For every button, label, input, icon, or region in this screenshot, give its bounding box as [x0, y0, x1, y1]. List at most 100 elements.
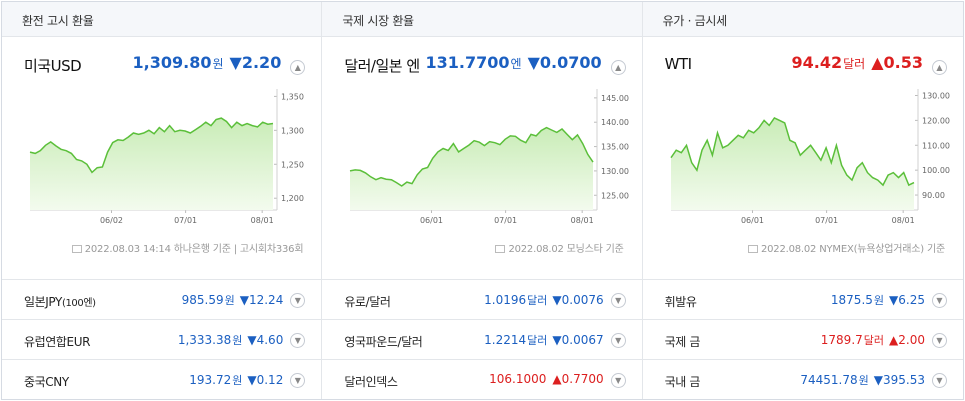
- item-value-unit: 원: [873, 294, 885, 307]
- item-value-unit: 원: [224, 294, 235, 307]
- source-text: 2022.08.02 NYMEX(뉴욕상업거래소) 기준: [760, 244, 945, 255]
- chevron-down-icon[interactable]: ▼: [290, 373, 306, 388]
- x-tick-label: 07/01: [815, 216, 838, 225]
- y-tick-label: 1,250: [281, 160, 304, 169]
- main-value-number: 1,309.80: [132, 53, 212, 72]
- item-name-text: 휘발유: [664, 295, 697, 309]
- rate-list: 휘발유 1875.5 원 ▼6.25 ▼ 국제 금 1789.7 달러 ▲2.00 ▼ 국내 금…: [642, 279, 963, 400]
- chevron-down-icon[interactable]: ▼: [290, 293, 306, 308]
- y-tick-label: 110.00: [922, 141, 950, 150]
- chevron-down-icon[interactable]: ▼: [610, 293, 626, 308]
- item-name[interactable]: 영국파운드/달러: [344, 333, 423, 350]
- main-value-unit: 달러: [843, 57, 866, 71]
- chevron-up-icon[interactable]: ▲: [290, 60, 306, 75]
- item-name[interactable]: 유럽연합EUR: [24, 333, 90, 350]
- rate-chart: 130.00 120.00 110.00 100.00 90.00 06/01 07/01 0…: [670, 89, 950, 225]
- item-name[interactable]: 유로/달러: [344, 293, 391, 310]
- main-item-value: 94.42 달러 ▲0.53: [791, 53, 923, 72]
- chevron-down-icon[interactable]: ▼: [931, 293, 947, 308]
- list-item[interactable]: 국내 금 74451.78 원 ▼395.53 ▼: [643, 360, 963, 400]
- main-panel: WTI 94.42 달러 ▲0.53 ▲ 130.00 120.00 110.00 1…: [643, 37, 963, 279]
- main-panel: 미국USD 1,309.80 원 ▼2.20 ▲ 1,350 1,300 1,250…: [2, 37, 321, 279]
- column-header[interactable]: 국제 시장 환율: [322, 2, 642, 37]
- source-info: 2022.08.02 모닝스타 기준: [495, 240, 624, 255]
- list-item[interactable]: 중국CNY 193.72 원 ▼0.12 ▼: [2, 360, 321, 400]
- change-arrow-icon: ▼: [229, 53, 242, 72]
- main-value-number: 131.7700: [425, 53, 510, 72]
- item-name[interactable]: 국제 금: [664, 333, 701, 350]
- change-value: 2.20: [241, 53, 282, 72]
- change-value: 395.53: [882, 373, 925, 387]
- item-value: 74451.78 원 ▼395.53: [800, 372, 925, 388]
- item-change: ▼0.0067: [552, 333, 603, 347]
- item-change: ▼0.12: [247, 373, 283, 387]
- rate-chart: 1,350 1,300 1,250 1,200 06/02 07/01 08/01: [29, 89, 304, 225]
- item-name[interactable]: 국내 금: [665, 373, 701, 390]
- source-text: 2022.08.02 모닝스타 기준: [508, 244, 624, 255]
- change-arrow-icon: ▼: [552, 293, 562, 307]
- change-value: 0.0700: [539, 53, 602, 72]
- item-name-text: 유로/달러: [344, 295, 391, 309]
- list-item[interactable]: 일본JPY(100엔) 985.59 원 ▼12.24 ▼: [2, 280, 322, 320]
- change-value: 4.60: [256, 333, 284, 347]
- column-header[interactable]: 환전 고시 환율: [2, 2, 322, 37]
- column-header[interactable]: 유가 · 금시세: [642, 2, 963, 37]
- source-text: 2022.08.03 14:14 하나은행 기준 | 고시회차336회: [84, 244, 304, 255]
- item-change: ▼12.24: [240, 293, 284, 307]
- y-tick-label: 1,350: [281, 92, 304, 101]
- chevron-down-icon[interactable]: ▼: [610, 373, 626, 388]
- list-item[interactable]: 영국파운드/달러 1.2214 달러 ▼0.0067 ▼: [322, 320, 642, 360]
- main-item-name[interactable]: 미국USD: [24, 57, 82, 75]
- chevron-down-icon[interactable]: ▼: [290, 333, 306, 348]
- chevron-up-icon[interactable]: ▲: [610, 60, 626, 75]
- change-arrow-icon: ▼: [552, 333, 562, 347]
- list-item[interactable]: 유럽연합EUR 1,333.38 원 ▼4.60 ▼: [2, 320, 322, 360]
- item-change: ▼4.60: [247, 333, 283, 347]
- item-value: 106.1000 ▲0.7700: [489, 372, 604, 386]
- change-value: 0.0076: [561, 293, 604, 307]
- item-name-text: 중국CNY: [24, 375, 69, 389]
- item-name[interactable]: 달러인덱스: [344, 373, 398, 390]
- chevron-down-icon[interactable]: ▼: [610, 333, 626, 348]
- change-arrow-icon: ▲: [889, 333, 899, 347]
- item-name[interactable]: 일본JPY(100엔): [24, 293, 96, 310]
- x-tick-label: 06/01: [741, 216, 764, 225]
- item-value: 1,333.38 원 ▼4.60: [178, 332, 284, 348]
- list-item[interactable]: 유로/달러 1.0196 달러 ▼0.0076 ▼: [322, 280, 642, 320]
- column-oil-gold: 유가 · 금시세 WTI 94.42 달러 ▲0.53 ▲ 130.00 120.…: [642, 2, 963, 400]
- chevron-down-icon[interactable]: ▼: [931, 373, 947, 388]
- main-item-value: 131.7700 엔 ▼0.0700: [426, 53, 602, 72]
- change-arrow-icon: ▼: [873, 373, 883, 387]
- list-item[interactable]: 달러인덱스 106.1000 ▲0.7700 ▼: [322, 360, 641, 400]
- series-area: [30, 118, 273, 210]
- source-info: 2022.08.03 14:14 하나은행 기준 | 고시회차336회: [71, 240, 304, 255]
- item-value-number: 1.2214: [484, 333, 527, 347]
- list-item[interactable]: 휘발유 1875.5 원 ▼6.25 ▼: [642, 280, 963, 320]
- item-value-unit: 원: [232, 374, 243, 387]
- item-change: ▲2.00: [889, 333, 925, 347]
- series-area: [350, 127, 594, 210]
- change-arrow-icon: ▼: [239, 293, 249, 307]
- main-item-name[interactable]: WTI: [664, 55, 692, 73]
- chevron-down-icon[interactable]: ▼: [931, 333, 947, 348]
- item-name[interactable]: 중국CNY: [24, 373, 69, 390]
- item-name[interactable]: 휘발유: [665, 293, 697, 310]
- change-arrow-icon: ▼: [247, 333, 257, 347]
- x-tick-label: 07/01: [174, 216, 197, 225]
- item-value-number: 193.72: [189, 373, 232, 387]
- change-value: 2.00: [898, 333, 925, 347]
- list-item[interactable]: 국제 금 1789.7 달러 ▲2.00 ▼: [642, 320, 963, 360]
- item-value-number: 1789.7: [820, 333, 863, 347]
- main-item-name[interactable]: 달러/일본 엔: [344, 57, 420, 75]
- series-line: [670, 116, 914, 187]
- item-value: 1.2214 달러 ▼0.0067: [484, 332, 603, 348]
- item-value: 1.0196 달러 ▼0.0076: [484, 292, 603, 308]
- chevron-up-icon[interactable]: ▲: [931, 60, 947, 75]
- item-name-text: 국제 금: [664, 335, 701, 349]
- main-change: ▼2.20: [230, 53, 282, 72]
- change-arrow-icon: ▲: [552, 372, 562, 386]
- x-tick-label: 07/01: [494, 216, 517, 225]
- change-arrow-icon: ▼: [247, 373, 257, 387]
- change-arrow-icon: ▲: [871, 53, 884, 72]
- column-intl-market: 국제 시장 환율 달러/일본 엔 131.7700 엔 ▼0.0700 ▲ 14…: [322, 2, 643, 400]
